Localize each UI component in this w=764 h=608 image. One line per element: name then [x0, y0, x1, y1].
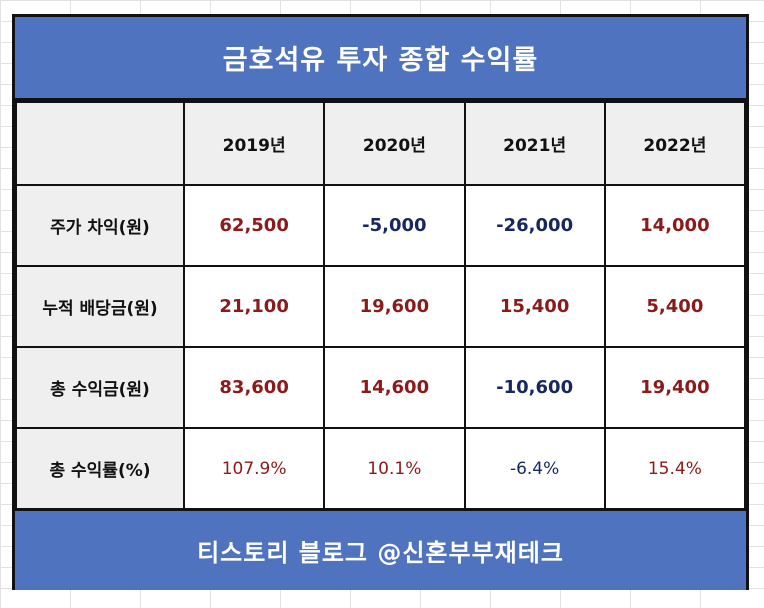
value-cell: -5,000 [323, 184, 466, 267]
table-title: 금호석유 투자 종합 수익률 [15, 17, 746, 101]
summary-table-frame: 금호석유 투자 종합 수익률 2019년 2020년 2021년 2022년 주… [12, 14, 749, 590]
row-label: 총 수익률(%) [15, 427, 185, 510]
value-cell: -10,600 [463, 346, 606, 429]
year-header: 2021년 [463, 101, 606, 186]
footer-banner: 티스토리 블로그 @신혼부부재테크 [15, 508, 746, 590]
table-row: 주가 차익(원) 62,500 -5,000 -26,000 14,000 [15, 184, 747, 267]
table-row: 누적 배당금(원) 21,100 19,600 15,400 5,400 [15, 265, 747, 348]
row-label: 누적 배당금(원) [15, 265, 185, 348]
value-cell: -26,000 [463, 184, 606, 267]
year-header: 2022년 [603, 101, 747, 186]
percent-cell: 107.9% [182, 427, 326, 510]
value-cell: 15,400 [463, 265, 606, 348]
value-cell: 19,400 [603, 346, 747, 429]
value-cell: 5,400 [603, 265, 747, 348]
value-cell: 21,100 [182, 265, 326, 348]
table-row: 총 수익률(%) 107.9% 10.1% -6.4% 15.4% [15, 427, 747, 510]
returns-table: 2019년 2020년 2021년 2022년 주가 차익(원) 62,500 … [15, 101, 747, 510]
value-cell: 83,600 [182, 346, 326, 429]
header-row: 2019년 2020년 2021년 2022년 [15, 101, 747, 186]
value-cell: 14,000 [603, 184, 747, 267]
corner-cell [15, 101, 185, 186]
row-label: 주가 차익(원) [15, 184, 185, 267]
percent-cell: -6.4% [463, 427, 606, 510]
table-row: 총 수익금(원) 83,600 14,600 -10,600 19,400 [15, 346, 747, 429]
percent-cell: 10.1% [323, 427, 466, 510]
year-header: 2019년 [182, 101, 326, 186]
value-cell: 19,600 [323, 265, 466, 348]
year-header: 2020년 [323, 101, 466, 186]
value-cell: 14,600 [323, 346, 466, 429]
percent-cell: 15.4% [603, 427, 747, 510]
row-label: 총 수익금(원) [15, 346, 185, 429]
value-cell: 62,500 [182, 184, 326, 267]
